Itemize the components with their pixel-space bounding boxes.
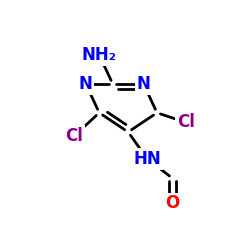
Text: Cl: Cl — [177, 114, 195, 132]
Text: Cl: Cl — [65, 127, 83, 145]
Text: NH₂: NH₂ — [82, 46, 117, 64]
Text: HN: HN — [134, 150, 161, 168]
Text: N: N — [136, 75, 150, 93]
Text: Cl: Cl — [65, 127, 83, 145]
Text: N: N — [79, 75, 93, 93]
Text: O: O — [165, 194, 180, 212]
Text: NH₂: NH₂ — [82, 46, 117, 64]
Text: O: O — [165, 194, 180, 212]
Text: Cl: Cl — [177, 114, 195, 132]
Text: N: N — [79, 75, 93, 93]
Text: HN: HN — [134, 150, 161, 168]
Text: N: N — [136, 75, 150, 93]
